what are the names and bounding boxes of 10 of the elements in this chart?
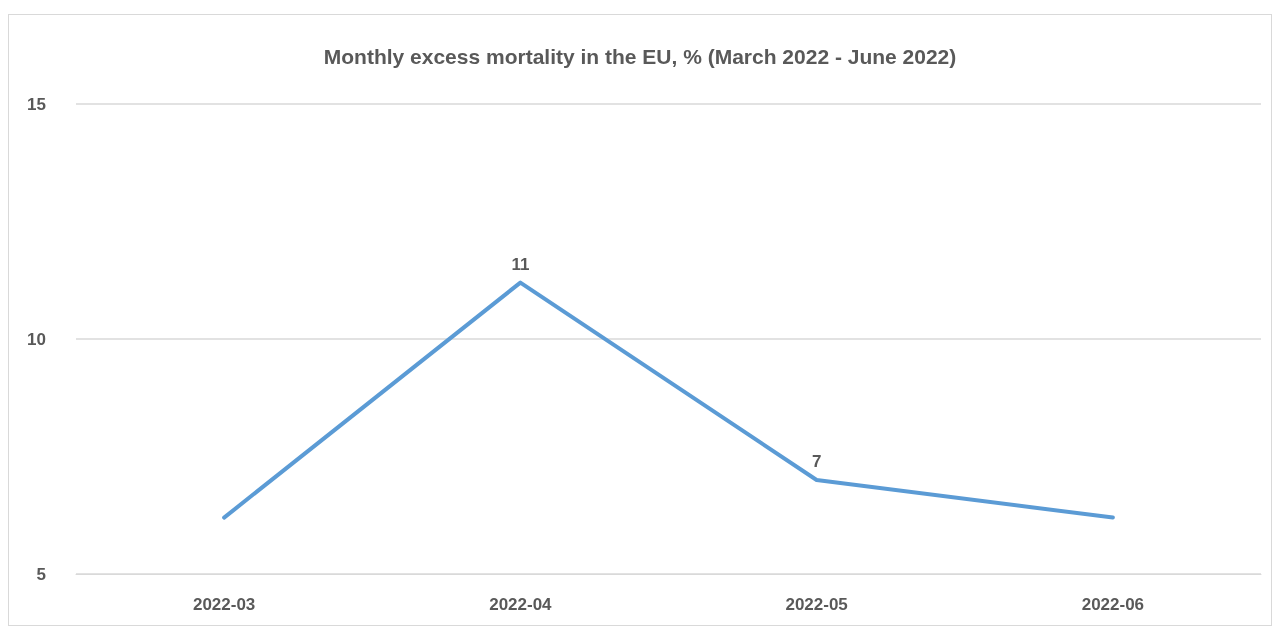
chart-title: Monthly excess mortality in the EU, % (March 2022 - June 2022) [323,45,957,68]
data-label: 7 [811,452,822,471]
x-tick-label: 2022-06 [1081,595,1145,614]
y-tick-label: 15 [27,94,46,114]
x-tick-label: 2022-04 [489,595,553,614]
y-tick-label: 5 [36,564,46,584]
data-label: 11 [511,254,530,274]
x-tick-label: 2022-05 [785,595,848,614]
x-tick-label: 2022-03 [192,595,256,614]
y-tick-label: 10 [27,329,46,349]
